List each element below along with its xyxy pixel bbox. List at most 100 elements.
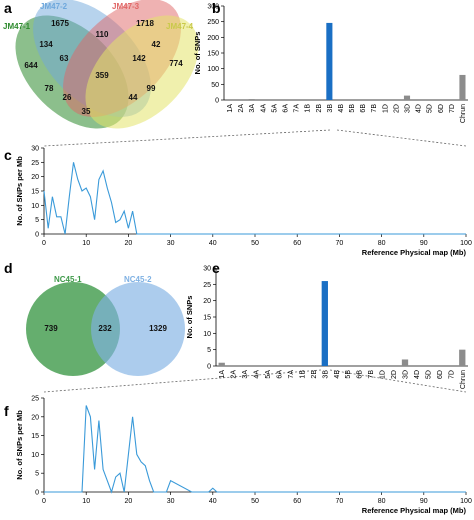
x-tick-label: 0	[42, 240, 46, 247]
x-tick-label: 90	[420, 240, 428, 247]
x-tick-label: 60	[293, 498, 301, 505]
venn-count: 1329	[149, 324, 167, 333]
x-tick-label: 2B	[311, 370, 318, 379]
y-tick-label: 300	[207, 4, 219, 11]
x-tick-label: 40	[209, 498, 217, 505]
y-tick-label: 0	[35, 232, 39, 239]
venn-set2-name: JM47-2	[40, 2, 68, 11]
y-tick-label: 200	[207, 35, 219, 42]
y-tick-label: 5	[35, 471, 39, 478]
x-tick-label: 3D	[405, 104, 412, 113]
x-tick-label: 7A	[288, 370, 295, 379]
x-tick-label: 2D	[393, 104, 400, 113]
x-tick-label: 5D	[427, 104, 434, 113]
x-tick-label: 1B	[299, 370, 306, 379]
y-tick-label: 0	[207, 364, 211, 371]
venn-four-set: JM47-1 JM47-2 JM47-3 JM47-4 644 1675 171…	[3, 0, 199, 129]
bar	[248, 99, 255, 100]
x-tick-label: 6B	[357, 370, 364, 379]
y-tick-label: 15	[31, 189, 39, 196]
venn-count: 739	[44, 324, 58, 333]
y-tick-label: 20	[203, 298, 211, 305]
x-tick-label: 2A	[238, 104, 245, 113]
x-tick-label: 5B	[345, 370, 352, 379]
y-tick-label: 30	[31, 146, 39, 153]
y-axis-title: No. of SNPs per Mb	[15, 156, 24, 226]
bar	[326, 22, 333, 101]
x-tick-label: 2A	[231, 370, 238, 379]
zoom-guide-line	[43, 129, 331, 147]
venn-count: 1718	[136, 19, 154, 28]
chart-snps-by-chromosome-nc45: 0 5 10 15 20 25 30 1A 2A 3A 4A 5A 6A 7A 1B 2B 3B 4B 5B 6B 7B…	[185, 266, 468, 389]
chart-snp-density-jm47: 0 5 10 15 20 25 30 0 10 20 30 40 50 60 70 80 90 100Refere…	[15, 146, 472, 258]
venn-set3-name: JM47-3	[112, 2, 140, 11]
x-tick-label: 7B	[368, 370, 375, 379]
x-tick-label: 1B	[305, 104, 312, 113]
x-tick-label: 30	[167, 498, 175, 505]
y-axis-title: No. of SNPs per Mb	[15, 410, 24, 480]
panel-label-d: d	[4, 260, 13, 276]
x-tick-label: 50	[251, 498, 259, 505]
venn-count: 774	[169, 59, 183, 68]
y-tick-label: 20	[31, 174, 39, 181]
venn-count: 134	[39, 40, 53, 49]
bar	[459, 349, 466, 366]
x-tick-label: 3D	[403, 370, 410, 379]
venn2-set2-name: NC45-2	[124, 275, 152, 284]
x-tick-label: 80	[378, 498, 386, 505]
x-tick-label: 4D	[416, 104, 423, 113]
series-line	[43, 162, 466, 235]
x-tick-label: 4B	[334, 370, 341, 379]
y-tick-label: 25	[31, 396, 39, 403]
venn-count: 110	[96, 30, 109, 39]
venn-count: 44	[129, 93, 138, 102]
y-tick-label: 20	[31, 414, 39, 421]
y-tick-label: 25	[203, 282, 211, 289]
x-tick-label: 5A	[265, 370, 272, 379]
chart-snp-density-nc45: 0 5 10 15 20 25 0 10 20 30 40 50 60 70 80 90 100Referenc…	[15, 396, 472, 516]
x-tick-label: 70	[336, 240, 344, 247]
x-tick-label: 4D	[414, 370, 421, 379]
x-tick-label: 40	[209, 240, 217, 247]
bar	[401, 359, 409, 366]
x-tick-label: 1A	[227, 104, 234, 113]
venn-circle-set2	[91, 282, 185, 376]
y-tick-label: 100	[207, 66, 219, 73]
venn-count: 42	[152, 40, 161, 49]
panel-label-a: a	[4, 0, 12, 16]
x-tick-label: 6B	[360, 104, 367, 113]
x-tick-label: 100	[460, 498, 472, 505]
x-axis-title: Reference Physical map (Mb)	[362, 506, 467, 515]
series-line	[44, 405, 466, 494]
x-tick-label: 7A	[294, 104, 301, 113]
x-tick-label: 1A	[219, 370, 226, 379]
x-tick-label: 6A	[277, 370, 284, 379]
x-tick-label: 50	[251, 240, 259, 247]
venn-circle-set1	[26, 282, 120, 376]
venn-count: 35	[82, 107, 91, 116]
x-tick-label: 80	[378, 240, 386, 247]
venn-count: 644	[24, 61, 38, 70]
y-tick-label: 250	[207, 19, 219, 26]
panel-label-b: b	[212, 0, 221, 16]
x-tick-label: 3A	[249, 104, 256, 113]
venn-count: 26	[63, 93, 72, 102]
x-tick-label: 7D	[448, 370, 455, 379]
x-tick-label: 7B	[371, 104, 378, 113]
venn-count: 232	[98, 324, 112, 333]
y-tick-label: 25	[31, 160, 39, 167]
bar	[321, 281, 328, 366]
x-tick-label: 5B	[349, 104, 356, 113]
venn-ellipse-set4	[85, 15, 199, 129]
x-tick-label: 30	[167, 240, 175, 247]
x-tick-label: 60	[293, 240, 301, 247]
venn-count: 359	[95, 71, 109, 80]
y-tick-label: 10	[203, 331, 211, 338]
venn-count: 78	[45, 84, 54, 93]
x-tick-label: 5A	[271, 104, 278, 113]
venn-set1-name: JM47-1	[3, 22, 31, 31]
x-tick-label: 10	[82, 498, 90, 505]
venn2-set1-name: NC45-1	[54, 275, 82, 284]
x-tick-label: 1D	[380, 370, 387, 379]
zoom-guide-line	[336, 129, 467, 147]
